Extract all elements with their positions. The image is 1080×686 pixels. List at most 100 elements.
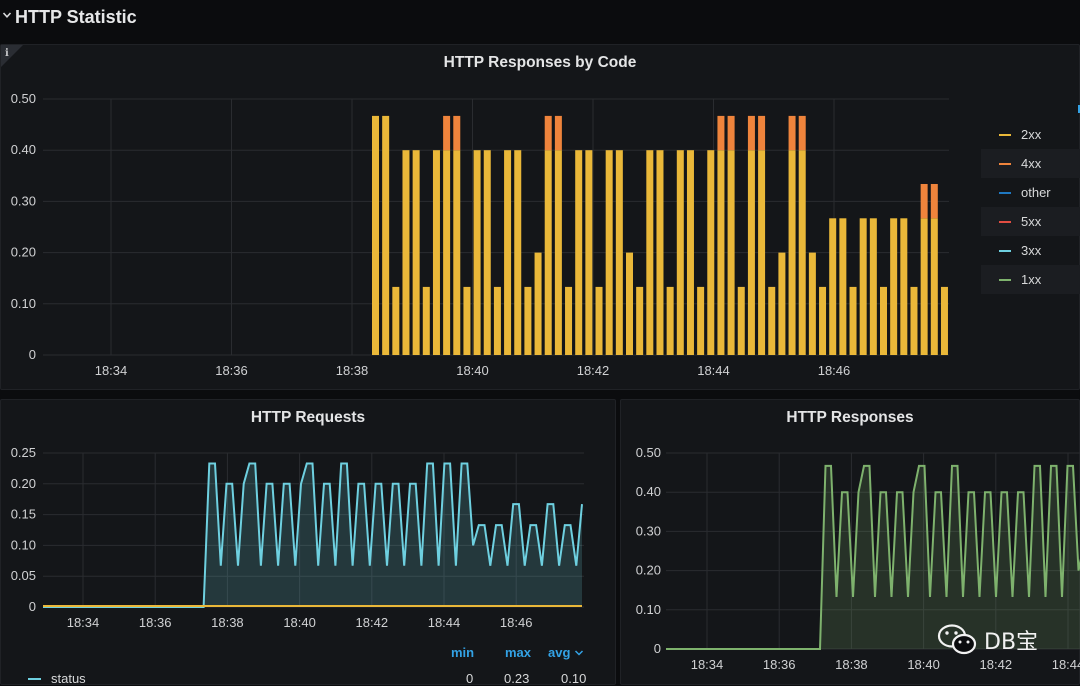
- legend-header-max[interactable]: max: [505, 645, 532, 660]
- legend-value-avg: 0.10: [561, 671, 587, 686]
- bar-2xx: [544, 150, 552, 355]
- bar-2xx: [412, 150, 420, 355]
- bar-2xx: [534, 252, 542, 355]
- x-tick-label: 18:36: [139, 615, 172, 630]
- legend-header-avg[interactable]: avg: [548, 645, 584, 660]
- x-tick-label: 18:34: [67, 615, 100, 630]
- legend-label: 1xx: [1021, 272, 1042, 287]
- bar-2xx: [676, 150, 684, 355]
- x-tick-label: 18:34: [95, 363, 128, 378]
- bar-2xx: [727, 150, 735, 355]
- panel-title[interactable]: HTTP Responses: [786, 409, 914, 426]
- bar-2xx: [483, 150, 491, 355]
- y-tick-label: 0: [29, 599, 36, 614]
- bar-2xx: [788, 150, 796, 355]
- y-tick-label: 0: [654, 641, 661, 656]
- bar-2xx: [626, 252, 633, 355]
- y-tick-label: 0.30: [636, 523, 661, 538]
- panel-http-responses-by-code: i HTTP Responses by Code 0 0.10 0.20 0.30 0.…: [0, 44, 1080, 390]
- legend-swatch: [999, 221, 1011, 223]
- bar-4xx: [747, 115, 755, 151]
- bar-2xx: [686, 150, 694, 355]
- row-title: HTTP Statistic: [15, 7, 137, 27]
- legend-item-3xx[interactable]: 3xx: [981, 236, 1080, 265]
- x-tick-label: 18:38: [835, 657, 868, 672]
- legend-value-max: 0.23: [504, 671, 530, 686]
- bar-2xx: [514, 150, 522, 355]
- info-icon[interactable]: i: [5, 48, 9, 59]
- bar-2xx: [636, 286, 644, 355]
- bar-2xx: [382, 115, 390, 355]
- bar-2xx: [575, 150, 583, 355]
- bar-2xx: [890, 218, 898, 355]
- bar-4xx: [717, 115, 725, 151]
- y-tick-label: 0.20: [636, 563, 661, 578]
- bar-2xx: [473, 150, 481, 355]
- watermark: DB宝: [936, 618, 1076, 662]
- legend-swatch: [999, 192, 1011, 194]
- y-tick-label: 0.10: [11, 296, 36, 311]
- bar-2xx: [717, 150, 725, 355]
- legend-swatch: [999, 163, 1011, 165]
- bar-2xx: [595, 286, 603, 355]
- line-chart: 0 0.10 0.20 0.30 0.40 0.50 18:34 18:36 18:38 18:4…: [636, 445, 1080, 672]
- panel-title[interactable]: HTTP Responses by Code: [443, 54, 637, 71]
- wechat-icon: [937, 624, 977, 655]
- chevron-down-icon[interactable]: [2, 10, 12, 20]
- bar-2xx: [372, 115, 379, 355]
- legend-label: 3xx: [1021, 243, 1042, 258]
- bar-2xx: [605, 150, 613, 355]
- legend-swatch: [999, 134, 1011, 136]
- legend-item-5xx[interactable]: 5xx: [981, 207, 1080, 236]
- y-tick-label: 0.50: [636, 445, 661, 460]
- legend-series-name[interactable]: status: [51, 671, 86, 686]
- y-tick-label: 0.25: [11, 445, 36, 460]
- x-tick-label: 18:40: [456, 363, 489, 378]
- legend-item-2xx[interactable]: 2xx: [981, 120, 1080, 149]
- bar-4xx: [554, 115, 562, 151]
- legend-item-other[interactable]: other: [981, 178, 1080, 207]
- bar-2xx: [453, 150, 461, 355]
- bar-2xx: [839, 218, 847, 355]
- legend-header-min[interactable]: min: [451, 645, 475, 660]
- panel-http-responses: HTTP Responses 0 0.10 0.20 0.30 0.40 0.50 18:3…: [620, 399, 1080, 685]
- x-tick-label: 18:36: [763, 657, 796, 672]
- bar-chart: 0 0.10 0.20 0.30 0.40 0.50 18:34 18:36 18:38 18:4…: [11, 91, 949, 378]
- bar-2xx: [646, 150, 654, 355]
- y-tick-label: 0.40: [636, 484, 661, 499]
- bar-2xx: [666, 286, 674, 355]
- bar-4xx: [798, 115, 806, 151]
- bar-2xx: [869, 218, 877, 355]
- bar-4xx: [920, 183, 928, 219]
- legend-swatch: [999, 279, 1011, 281]
- y-tick-label: 0.15: [11, 507, 36, 522]
- legend-item-1xx[interactable]: 1xx: [981, 265, 1080, 294]
- legend-label: 2xx: [1021, 127, 1042, 142]
- bar-2xx: [585, 150, 593, 355]
- avg-label: avg: [548, 645, 571, 660]
- legend-item-4xx[interactable]: 4xx: [981, 149, 1080, 178]
- legend-value-min: 0: [466, 671, 474, 686]
- bar-4xx: [758, 115, 766, 151]
- row-header[interactable]: HTTP Statistic: [0, 0, 1080, 36]
- bar-4xx: [930, 183, 938, 219]
- panel-title[interactable]: HTTP Requests: [250, 409, 366, 426]
- legend-label: 5xx: [1021, 214, 1042, 229]
- bar-4xx: [788, 115, 796, 151]
- panel-http-requests: HTTP Requests 0 0.05 0.10 0.15 0.20 0.25 18:34…: [0, 399, 616, 686]
- sort-chevron-icon: [575, 650, 584, 656]
- y-tick-label: 0.05: [11, 568, 36, 583]
- bar-2xx: [940, 286, 948, 355]
- x-tick-label: 18:44: [697, 363, 730, 378]
- y-tick-label: 0.50: [11, 91, 36, 106]
- x-tick-label: 18:40: [907, 657, 940, 672]
- bar-2xx: [697, 286, 705, 355]
- bar-2xx: [758, 150, 766, 355]
- panel-info-corner[interactable]: [1, 45, 23, 67]
- x-tick-label: 18:42: [356, 615, 389, 630]
- bar-2xx: [615, 150, 623, 355]
- bar-2xx: [900, 218, 908, 355]
- bar-2xx: [707, 150, 715, 355]
- x-tick-label: 18:38: [211, 615, 244, 630]
- y-tick-label: 0.20: [11, 245, 36, 260]
